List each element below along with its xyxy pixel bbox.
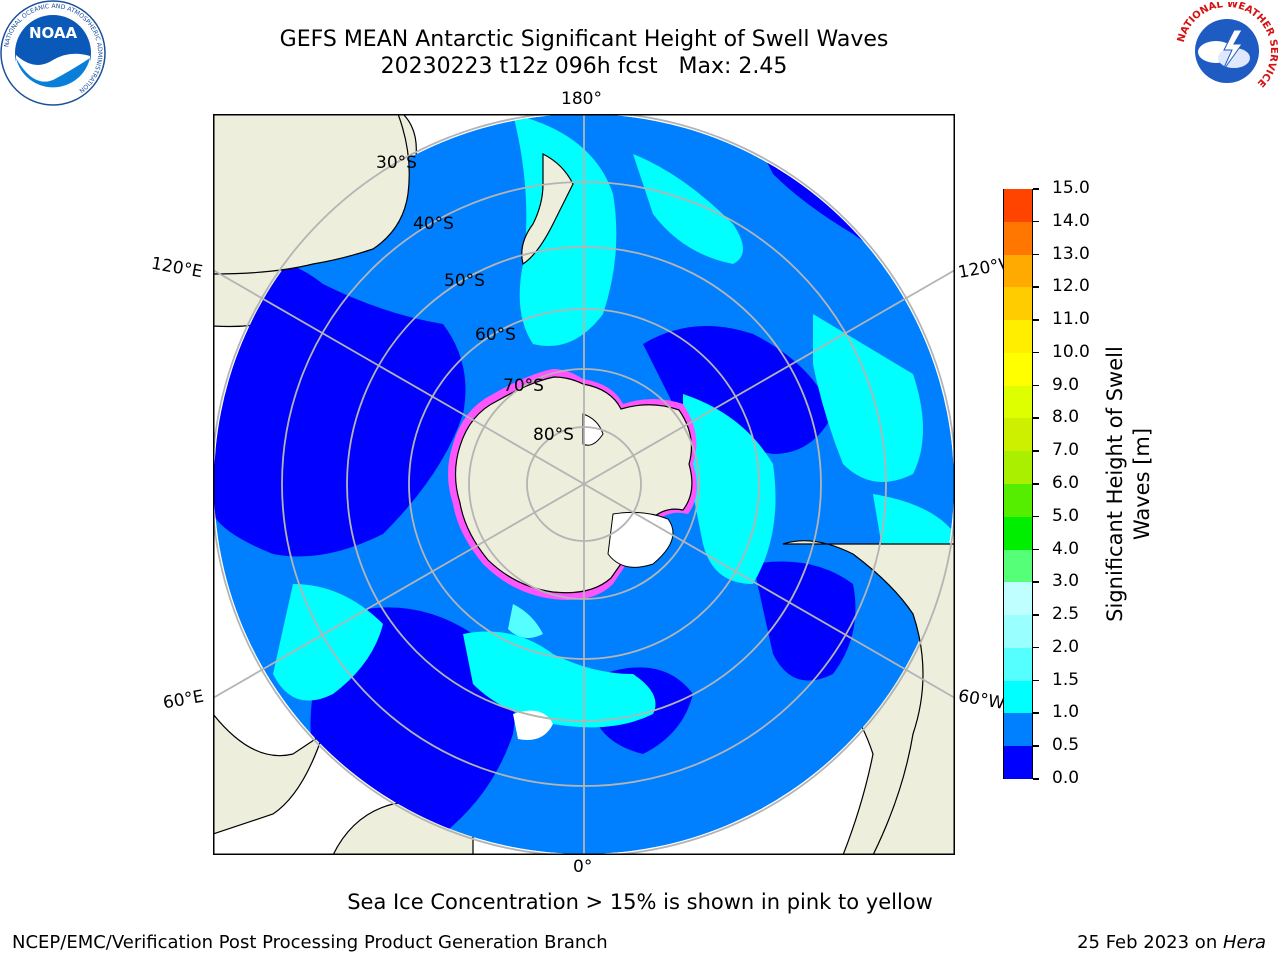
colorbar-tick-label: 12.0	[1052, 276, 1090, 297]
colorbar-tick-label: 1.5	[1052, 669, 1080, 690]
nws-logo: NATIONAL WEATHER SERVICE	[1176, 2, 1278, 99]
colorbar-tick-mark	[1033, 253, 1039, 256]
colorbar-tick-mark	[1033, 515, 1039, 518]
colorbar-segment	[1004, 352, 1032, 386]
colorbar-segment	[1004, 188, 1032, 222]
colorbar-tick-mark	[1033, 351, 1039, 354]
colorbar-segment	[1004, 221, 1032, 255]
colorbar-tick-label: 1.0	[1052, 702, 1080, 723]
colorbar-tick-mark	[1033, 384, 1039, 387]
colorbar-segment	[1004, 712, 1032, 747]
colorbar-tick-mark	[1033, 712, 1039, 714]
colorbar-label-line-1: Significant Height of Swell	[1103, 346, 1127, 622]
colorbar-segment	[1004, 483, 1032, 517]
colorbar-tick-label: 15.0	[1052, 178, 1090, 198]
lon-label-0: 0°	[573, 857, 593, 877]
colorbar-segment	[1004, 581, 1032, 616]
colorbar-tick-mark	[1033, 286, 1039, 288]
colorbar-tick-label: 11.0	[1052, 309, 1090, 330]
footer-credit: NCEP/EMC/Verification Post Processing Pr…	[12, 932, 608, 953]
lon-label-60e: 60°E	[161, 686, 206, 714]
colorbar-segment	[1004, 516, 1032, 550]
lat-label-70s: 70°S	[503, 376, 544, 396]
footer-host: Hera	[1222, 932, 1266, 953]
colorbar-tick-label: 10.0	[1052, 341, 1090, 362]
colorbar-tick-mark	[1033, 778, 1039, 780]
colorbar-segment	[1004, 417, 1032, 452]
colorbar-tick-mark	[1033, 417, 1039, 419]
colorbar-tick-mark	[1033, 188, 1039, 190]
colorbar-tick-mark	[1033, 319, 1039, 321]
colorbar-tick-label: 5.0	[1052, 505, 1080, 526]
antarctica	[448, 369, 697, 600]
colorbar-tick-label: 6.0	[1052, 473, 1080, 493]
colorbar-tick-label: 0.0	[1052, 768, 1080, 788]
colorbar-tick-mark	[1033, 548, 1039, 551]
colorbar-tick-label: 8.0	[1052, 407, 1080, 428]
colorbar-tick-mark	[1033, 646, 1039, 649]
colorbar-tick-mark	[1033, 220, 1039, 223]
colorbar-tick-label: 0.5	[1052, 735, 1080, 756]
colorbar-segment	[1004, 450, 1032, 484]
colorbar-tick-mark	[1033, 679, 1039, 682]
lat-label-40s: 40°S	[413, 214, 454, 234]
lat-label-80s: 80°S	[533, 425, 574, 445]
colorbar-tick-label: 14.0	[1052, 210, 1090, 231]
colorbar-tick-mark	[1033, 581, 1039, 583]
colorbar-segment	[1004, 680, 1032, 714]
lon-label-60w: 60°W	[956, 686, 1007, 714]
lon-label-180: 180°	[561, 89, 602, 109]
noaa-wordmark: NOAA	[29, 24, 78, 42]
lat-label-50s: 50°S	[444, 271, 485, 291]
colorbar-tick-mark	[1033, 745, 1039, 747]
lat-label-30s: 30°S	[376, 153, 417, 173]
polar-map	[213, 114, 955, 855]
colorbar-segment	[1004, 286, 1032, 321]
colorbar-segment	[1004, 254, 1032, 288]
colorbar-segment	[1004, 319, 1032, 353]
map-frame	[213, 114, 955, 855]
colorbar-tick-label: 2.5	[1052, 604, 1080, 625]
lat-label-60s: 60°S	[475, 325, 516, 345]
sea-ice-note: Sea Ice Concentration > 15% is shown in …	[347, 890, 933, 914]
colorbar-tick-mark	[1033, 614, 1039, 616]
colorbar-tick-label: 2.0	[1052, 636, 1080, 657]
colorbar-segment	[1004, 745, 1032, 779]
colorbar-segment	[1004, 647, 1032, 681]
colorbar-tick-mark	[1033, 483, 1039, 485]
colorbar-label-line-2: Waves [m]	[1130, 427, 1154, 541]
colorbar-ticks: 0.0 0.5 1.0 1.5 2.0 2.5 3.0 4.0 5.0 6.0 7.0 8.0 9.0 1…	[1033, 0, 1103, 960]
title-line-2: 20230223 t12z 096h fcst Max: 2.45	[380, 54, 788, 79]
inner-land	[213, 114, 955, 855]
colorbar-segment	[1004, 614, 1032, 648]
graticule	[213, 114, 955, 855]
footer-date: 25 Feb 2023 on Hera	[1077, 932, 1266, 953]
colorbar-tick-label: 7.0	[1052, 440, 1080, 461]
colorbar-tick-label: 3.0	[1052, 571, 1080, 592]
lon-label-120e: 120°E	[149, 253, 205, 283]
colorbar-segment	[1004, 549, 1032, 583]
colorbar-tick-mark	[1033, 450, 1039, 452]
title-line-1: GEFS MEAN Antarctic Significant Height o…	[279, 27, 889, 52]
colorbar-segment	[1004, 385, 1032, 419]
noaa-logo: NATIONAL OCEANIC AND ATMOSPHERIC ADMINIS…	[0, 0, 106, 106]
meridian-60e-120w	[213, 269, 955, 699]
colorbar	[1003, 188, 1033, 779]
colorbar-tick-label: 4.0	[1052, 538, 1080, 559]
chart-title: GEFS MEAN Antarctic Significant Height o…	[0, 26, 1168, 80]
footer-date-text: 25 Feb 2023 on	[1077, 932, 1223, 953]
colorbar-label: Significant Height of Swell Waves [m]	[1102, 324, 1156, 644]
colorbar-tick-label: 13.0	[1052, 243, 1090, 264]
colorbar-tick-label: 9.0	[1052, 374, 1080, 395]
